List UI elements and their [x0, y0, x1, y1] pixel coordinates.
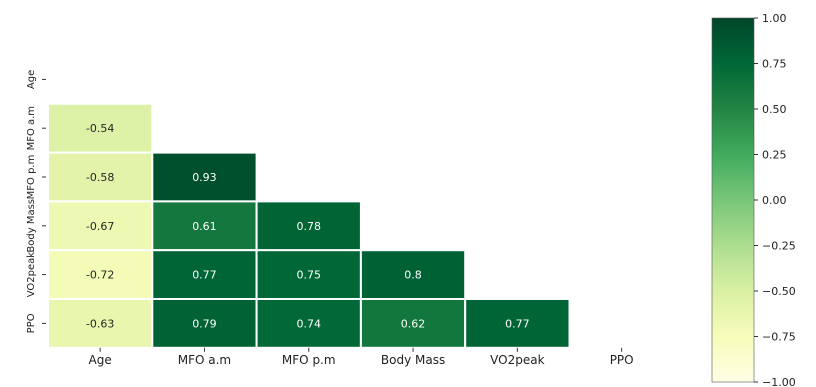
- cell-value-label: 0.75: [297, 269, 322, 282]
- heatmap-cells: -0.54 -0.58 0.93 -0.67 0.61 0.78 -0.72 0.77 0.75…: [47, 102, 571, 349]
- cell-value-label: 0.61: [192, 220, 217, 233]
- colorbar-tick-label: 0.50: [762, 103, 787, 116]
- cell-value-label: 0.77: [192, 269, 217, 282]
- heatmap-cell: [151, 249, 258, 300]
- colorbar: 1.00 0.75 0.50 0.25 0.00 −0.25 −0.50 −0.75 −1.00: [711, 12, 796, 387]
- colorbar-tick-label: −0.50: [762, 285, 796, 298]
- cell-value-label: -0.54: [86, 122, 114, 135]
- x-axis-ticks: Age MFO a.m MFO p.m Body Mass VO2peak PPO: [89, 347, 634, 367]
- y-tick-label: MFO p.m: [26, 155, 37, 200]
- heatmap-cell: [47, 151, 154, 203]
- x-tick-label: MFO p.m: [282, 353, 336, 367]
- cell-value-label: -0.58: [86, 171, 114, 184]
- cell-value-label: 0.79: [192, 317, 217, 330]
- colorbar-tick-label: 0.00: [762, 194, 787, 207]
- cell-value-label: 0.62: [401, 317, 426, 330]
- y-tick-label: Age: [26, 70, 37, 89]
- cell-value-label: -0.67: [86, 220, 114, 233]
- colorbar-tick-label: 0.25: [762, 149, 787, 162]
- y-tick-label: Body Mass: [26, 199, 37, 253]
- colorbar-tick-label: −1.00: [762, 376, 796, 387]
- x-tick-label: VO2peak: [490, 353, 544, 367]
- cell-value-label: 0.74: [297, 317, 322, 330]
- x-tick-label: Age: [89, 353, 112, 367]
- heatmap-cell: [359, 249, 467, 300]
- heatmap-cell: [359, 298, 467, 349]
- cell-value-label: 0.77: [505, 317, 530, 330]
- y-tick-label: VO2peak: [26, 252, 37, 298]
- y-tick-label: PPO: [26, 313, 37, 333]
- colorbar-tick-label: 0.75: [762, 58, 787, 71]
- cell-value-label: 0.8: [404, 269, 422, 282]
- y-tick-label: MFO a.m: [26, 106, 37, 150]
- x-tick-label: PPO: [610, 353, 634, 367]
- colorbar-tick-label: −0.25: [762, 240, 796, 253]
- colorbar-tick-label: 1.00: [762, 12, 787, 25]
- heatmap-cell: [47, 102, 154, 154]
- heatmap-cell: [255, 200, 362, 252]
- cell-value-label: -0.72: [86, 269, 114, 282]
- colorbar-gradient: [711, 17, 755, 383]
- colorbar-tick-label: −0.75: [762, 331, 796, 344]
- cell-value-label: -0.63: [86, 317, 114, 330]
- x-tick-label: MFO a.m: [178, 353, 231, 367]
- heatmap-cell: [151, 298, 258, 349]
- x-tick-label: Body Mass: [381, 353, 445, 367]
- cell-value-label: 0.78: [297, 220, 322, 233]
- cell-value-label: 0.93: [192, 171, 217, 184]
